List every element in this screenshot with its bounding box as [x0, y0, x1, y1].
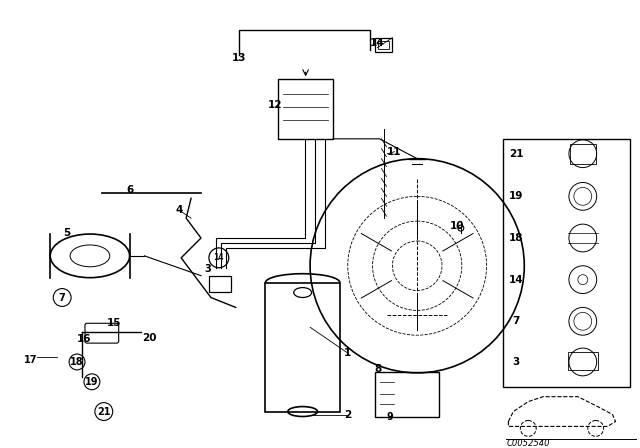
Text: 17: 17: [24, 355, 37, 365]
Text: 21: 21: [97, 406, 111, 417]
Bar: [374, 372, 439, 417]
Text: 11: 11: [387, 147, 402, 157]
Text: 16: 16: [77, 334, 92, 344]
Text: 19: 19: [509, 191, 524, 201]
Text: 14: 14: [509, 275, 524, 284]
Text: 7: 7: [59, 293, 65, 302]
Text: 1: 1: [344, 348, 351, 358]
Text: 15: 15: [106, 318, 121, 328]
Text: 9: 9: [386, 412, 393, 422]
Bar: [374, 38, 392, 52]
Text: 7: 7: [513, 316, 520, 326]
Bar: [209, 276, 231, 292]
Text: 21: 21: [509, 149, 524, 159]
Text: 3: 3: [513, 357, 520, 367]
Text: 5: 5: [63, 228, 71, 238]
Bar: [568, 352, 598, 370]
Bar: [378, 41, 389, 48]
Text: 14: 14: [214, 253, 224, 263]
Text: C0052540: C0052540: [506, 439, 550, 448]
Text: 13: 13: [232, 52, 246, 63]
Text: 12: 12: [268, 100, 283, 110]
Text: 6: 6: [126, 185, 133, 195]
Text: 8: 8: [374, 364, 381, 374]
Text: 4: 4: [175, 205, 183, 215]
Bar: [278, 79, 333, 139]
Bar: [570, 144, 596, 164]
Text: 2: 2: [344, 409, 351, 419]
Bar: [266, 283, 340, 412]
Text: 14: 14: [370, 38, 385, 47]
Text: 3: 3: [205, 264, 211, 274]
Text: 18: 18: [509, 233, 524, 243]
Bar: [504, 139, 630, 387]
Text: 18: 18: [70, 357, 84, 367]
Text: 20: 20: [142, 333, 157, 343]
Text: 19: 19: [85, 377, 99, 387]
Text: 10: 10: [450, 221, 464, 231]
